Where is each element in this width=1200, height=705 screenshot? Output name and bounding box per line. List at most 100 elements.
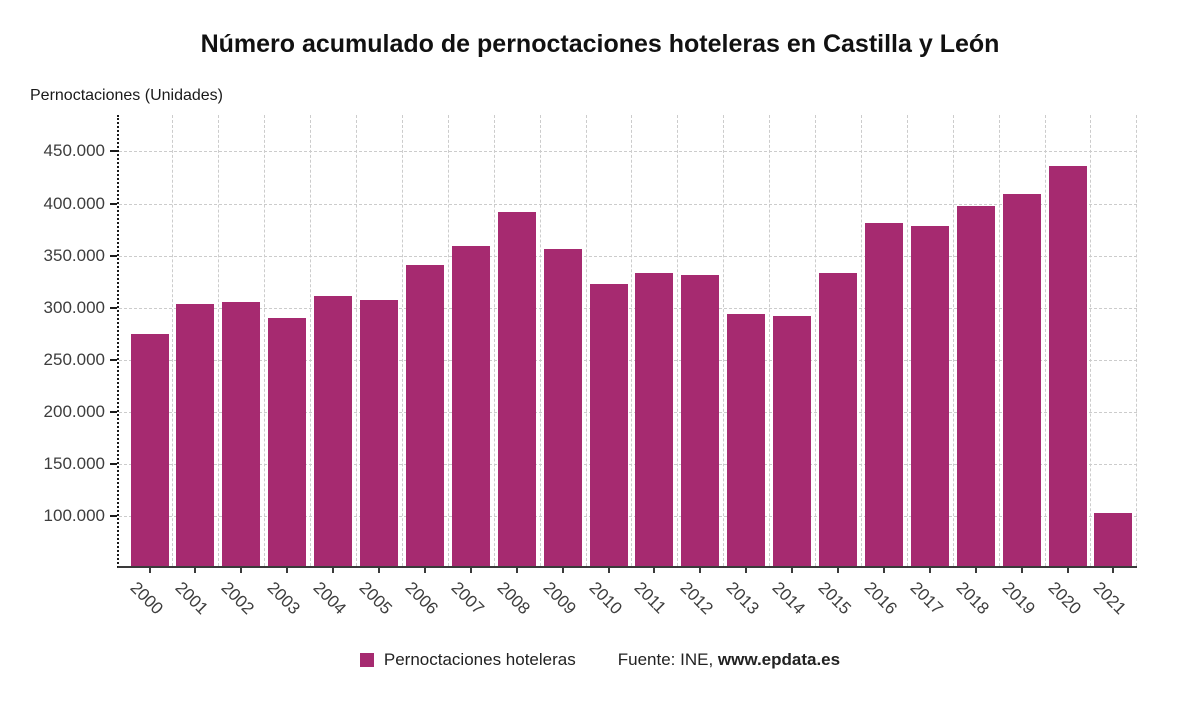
x-tick-mark xyxy=(240,568,243,573)
source-site: www.epdata.es xyxy=(717,650,841,669)
x-tick-mark xyxy=(791,568,794,573)
h-gridline xyxy=(119,151,1137,153)
v-gridline xyxy=(264,115,266,566)
legend-item-pernoctaciones[interactable]: Pernoctaciones hoteleras xyxy=(359,650,576,670)
bar-2016[interactable] xyxy=(864,223,903,566)
v-gridline xyxy=(723,115,725,566)
bar-2017[interactable] xyxy=(910,226,949,566)
bar-2003[interactable] xyxy=(268,318,307,566)
h-gridline xyxy=(119,411,1137,413)
x-tick-label: 2000 xyxy=(126,578,167,619)
bar-2014[interactable] xyxy=(773,316,812,566)
v-gridline xyxy=(631,115,633,566)
bar-2019[interactable] xyxy=(1002,194,1041,566)
bar-2004[interactable] xyxy=(314,296,353,566)
bar-2013[interactable] xyxy=(727,313,766,566)
x-tick-label: 2015 xyxy=(814,578,855,619)
v-gridline xyxy=(585,115,587,566)
x-tick-mark xyxy=(194,568,197,573)
x-tick-label: 2001 xyxy=(171,578,213,619)
x-tick-label: 2008 xyxy=(493,578,534,619)
x-tick-mark xyxy=(515,568,518,573)
x-tick-mark xyxy=(1020,568,1023,573)
bar-2015[interactable] xyxy=(819,273,857,566)
x-tick-label: 2018 xyxy=(952,578,993,619)
legend: Pernoctaciones hoteleras Fuente: INE, ww… xyxy=(0,650,1200,670)
source-prefix: Fuente: INE, xyxy=(617,650,718,669)
x-tick-mark xyxy=(882,568,885,573)
bar-2020[interactable] xyxy=(1048,166,1087,566)
x-tick-label: 2014 xyxy=(768,578,809,619)
bar-2009[interactable] xyxy=(543,249,582,566)
x-tick-label: 2003 xyxy=(263,578,304,619)
x-tick-mark xyxy=(837,568,839,573)
bar-2005[interactable] xyxy=(360,300,398,566)
v-gridline xyxy=(952,115,954,566)
y-tick-mark xyxy=(110,358,117,361)
y-tick-mark xyxy=(110,462,117,465)
bar-2008[interactable] xyxy=(497,211,536,566)
v-gridline xyxy=(401,115,403,566)
y-tick-label: 150.000 xyxy=(43,453,105,473)
bar-2006[interactable] xyxy=(405,264,444,566)
bar-2012[interactable] xyxy=(681,275,720,566)
v-gridline xyxy=(1044,115,1046,566)
y-tick-label: 400.000 xyxy=(43,193,105,213)
x-tick-mark xyxy=(653,568,656,573)
y-tick-mark xyxy=(110,202,117,205)
y-tick-label: 250.000 xyxy=(43,349,105,369)
v-gridline xyxy=(310,115,312,566)
x-tick-label: 2006 xyxy=(401,578,442,619)
h-gridline xyxy=(119,255,1137,257)
bar-2007[interactable] xyxy=(451,246,490,566)
v-gridline xyxy=(1090,115,1092,566)
x-tick-label: 2007 xyxy=(447,578,488,619)
x-tick-label: 2011 xyxy=(630,578,671,618)
bar-2011[interactable] xyxy=(635,273,674,566)
v-gridline xyxy=(172,115,174,566)
v-gridline xyxy=(356,115,358,566)
y-tick-mark xyxy=(110,254,117,257)
bar-2010[interactable] xyxy=(589,283,628,566)
bar-2001[interactable] xyxy=(176,303,215,566)
y-tick-label: 450.000 xyxy=(43,141,105,161)
x-tick-label: 2013 xyxy=(722,578,763,619)
x-tick-label: 2016 xyxy=(860,578,901,619)
y-tick-label: 300.000 xyxy=(43,297,105,317)
x-tick-mark xyxy=(561,568,564,573)
plot-area xyxy=(110,115,1138,573)
x-tick-mark xyxy=(928,568,931,573)
x-tick-mark xyxy=(745,568,748,573)
bar-2018[interactable] xyxy=(956,205,995,566)
y-tick-mark xyxy=(110,515,117,517)
x-tick-mark xyxy=(1112,568,1115,573)
v-gridline xyxy=(447,115,449,566)
v-gridline xyxy=(677,115,679,566)
y-axis-unit-label: Pernoctaciones (Unidades) xyxy=(30,87,223,104)
legend-series-label: Pernoctaciones hoteleras xyxy=(383,650,576,669)
x-tick-label: 2009 xyxy=(539,578,580,619)
bar-2000[interactable] xyxy=(130,333,169,566)
source-caption: Fuente: INE, www.epdata.es xyxy=(618,650,840,670)
x-tick-mark xyxy=(1066,568,1069,573)
x-tick-label: 2019 xyxy=(998,578,1039,619)
h-gridline xyxy=(119,359,1137,361)
h-gridline xyxy=(119,203,1137,205)
y-tick-label: 350.000 xyxy=(43,245,105,265)
x-tick-label: 2010 xyxy=(585,578,626,619)
x-tick-label: 2002 xyxy=(217,578,259,619)
bar-2021[interactable] xyxy=(1094,512,1133,566)
y-tick-mark xyxy=(110,410,117,413)
x-tick-mark xyxy=(148,568,151,573)
bar-2002[interactable] xyxy=(222,302,261,566)
legend-swatch-icon xyxy=(359,653,374,667)
x-tick-mark xyxy=(974,568,977,573)
v-gridline xyxy=(815,115,817,566)
v-gridline xyxy=(998,115,1000,566)
chart-title: Número acumulado de pernoctaciones hotel… xyxy=(200,30,1000,58)
x-tick-mark xyxy=(286,568,289,573)
v-gridline xyxy=(539,115,541,566)
x-tick-label: 2012 xyxy=(676,578,718,619)
x-tick-mark xyxy=(378,568,380,573)
